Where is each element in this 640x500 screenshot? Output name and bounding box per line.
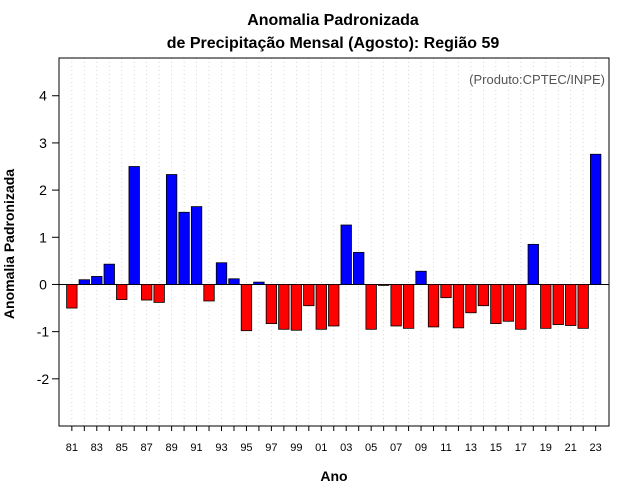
- bar-96: [253, 281, 265, 285]
- bar-87: [141, 284, 153, 301]
- y-tick-label: 1: [39, 229, 47, 245]
- x-tick-label: 09: [415, 442, 427, 454]
- x-tick-label: 97: [265, 442, 277, 454]
- x-tick-label: 21: [565, 442, 577, 454]
- bar-02: [328, 284, 340, 327]
- bar-94: [228, 278, 240, 285]
- x-tick-label: 93: [215, 442, 227, 454]
- bar-83: [91, 276, 103, 285]
- bar-14: [477, 284, 490, 307]
- product-credit: (Produto:CPTEC/INPE): [469, 72, 605, 87]
- bars: [66, 153, 602, 332]
- bar-15: [490, 284, 502, 325]
- bar-95: [240, 284, 253, 332]
- bar-86: [128, 166, 140, 285]
- chart-subtitle: de Precipitação Mensal (Agosto): Região …: [167, 35, 500, 52]
- bar-11: [440, 284, 452, 299]
- bar-93: [215, 262, 228, 285]
- bar-01: [315, 284, 327, 330]
- x-tick-label: 91: [190, 442, 202, 454]
- bar-98: [278, 284, 290, 330]
- x-tick-label: 03: [340, 442, 352, 454]
- x-tick-label: 81: [66, 442, 78, 454]
- y-tick-label: 2: [39, 182, 47, 198]
- bar-17: [515, 284, 527, 330]
- x-tick-label: 23: [590, 442, 602, 454]
- y-axis-label: Anomalia Padronizada: [1, 169, 17, 319]
- bar-23: [590, 153, 602, 285]
- x-axis-label: Ano: [320, 468, 347, 484]
- x-tick-label: 05: [365, 442, 377, 454]
- y-tick-label: 3: [39, 135, 47, 151]
- bar-12: [452, 284, 465, 329]
- x-tick-label: 99: [290, 442, 302, 454]
- bar-22: [577, 284, 589, 329]
- bar-81: [66, 284, 78, 309]
- x-tick-label: 95: [240, 442, 252, 454]
- bar-03: [340, 224, 352, 285]
- x-tick-label: 89: [165, 442, 177, 454]
- bar-97: [265, 284, 278, 325]
- bar-10: [427, 284, 440, 328]
- bar-13: [465, 284, 477, 314]
- chart-title: Anomalia Padronizada: [247, 12, 419, 29]
- bar-99: [290, 284, 302, 331]
- grid-lines: [71, 58, 597, 426]
- bar-18: [527, 243, 539, 285]
- x-tick-label: 19: [540, 442, 552, 454]
- bar-19: [540, 284, 552, 329]
- bar-82: [78, 279, 90, 285]
- x-tick-label: 07: [390, 442, 402, 454]
- x-tick-label: 17: [515, 442, 527, 454]
- y-tick-label: -1: [37, 324, 50, 340]
- y-axis: -2 -1 0 1 2 3 4: [37, 88, 59, 387]
- bar-90: [178, 211, 190, 285]
- bar-16: [502, 284, 514, 322]
- bar-04: [353, 251, 365, 285]
- bar-21: [565, 284, 577, 326]
- x-axis: 81 83 85 87 89 91 93 95 97 99 01 03 05 07 09 11 13 15 17 19…: [66, 426, 602, 454]
- y-tick-label: 0: [39, 276, 47, 292]
- x-tick-label: 85: [116, 442, 128, 454]
- bar-08: [402, 284, 415, 329]
- bar-00: [303, 284, 315, 307]
- bar-06: [377, 284, 390, 286]
- bar-91: [190, 206, 203, 285]
- x-tick-label: 87: [141, 442, 153, 454]
- bar-09: [415, 270, 427, 285]
- x-tick-label: 83: [91, 442, 103, 454]
- x-tick-label: 11: [440, 442, 451, 454]
- bar-84: [103, 263, 115, 285]
- x-tick-label: 13: [465, 442, 477, 454]
- bar-92: [203, 284, 215, 302]
- bar-20: [552, 284, 564, 325]
- bar-85: [116, 284, 128, 300]
- y-tick-label: -2: [37, 371, 50, 387]
- bar-89: [165, 174, 178, 285]
- x-tick-label: 15: [490, 442, 502, 454]
- bar-05: [365, 284, 377, 330]
- bar-88: [153, 284, 165, 303]
- x-tick-label: 01: [315, 442, 327, 454]
- bar-07: [390, 284, 402, 327]
- y-tick-label: 4: [39, 88, 47, 104]
